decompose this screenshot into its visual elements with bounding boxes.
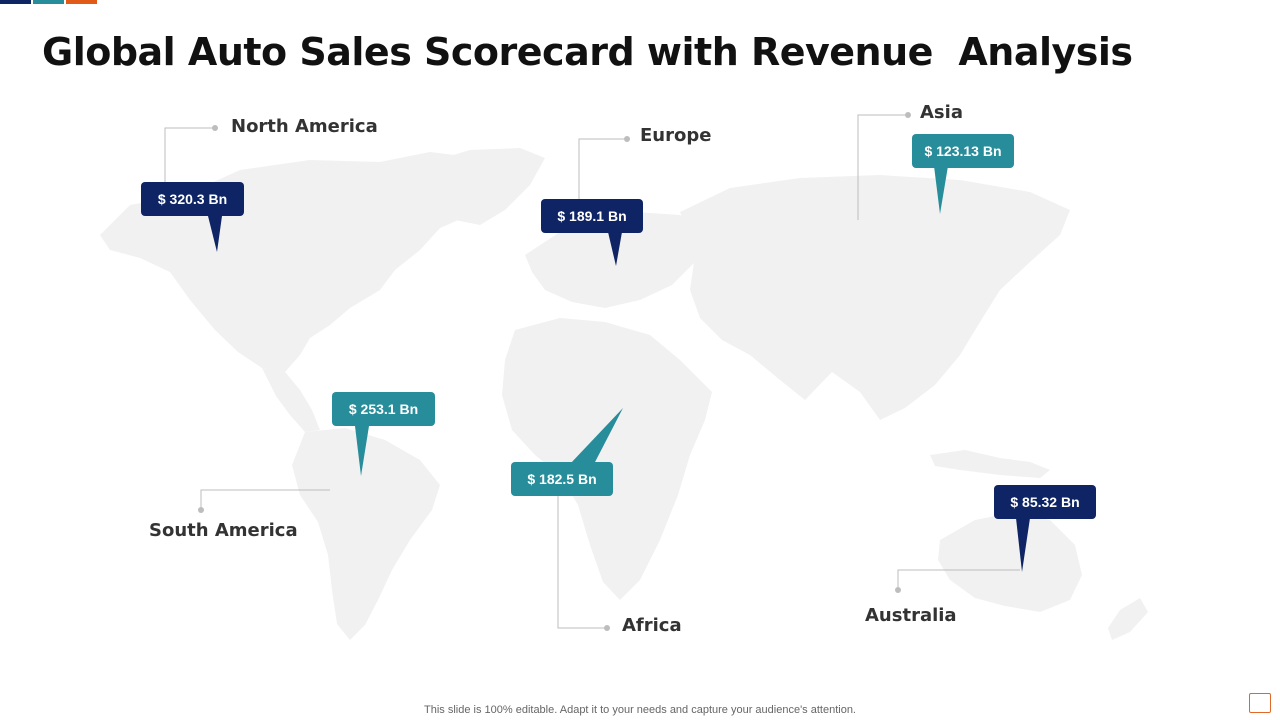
leader-lines	[164, 114, 1020, 629]
accent-bar-teal	[33, 0, 64, 4]
landmass-south-america	[292, 428, 440, 640]
landmass-greenland	[430, 148, 545, 225]
value-pin-europe: $ 189.1 Bn	[541, 199, 643, 233]
leader-dots	[198, 112, 911, 631]
leader-dot-north-america	[212, 125, 218, 131]
leader-dot-europe	[624, 136, 630, 142]
accent-bar-orange	[66, 0, 97, 4]
pin-tail-australia	[1016, 518, 1030, 572]
region-label-africa: Africa	[622, 615, 682, 636]
landmass-indonesia	[930, 450, 1050, 478]
landmass-asia	[680, 175, 1070, 420]
pin-tail-europe	[608, 232, 622, 266]
landmass-europe	[525, 212, 700, 308]
region-label-asia: Asia	[920, 102, 963, 123]
landmass-central-america	[262, 368, 320, 432]
value-pin-south-america: $ 253.1 Bn	[332, 392, 435, 426]
accent-bar-navy	[0, 0, 31, 4]
region-label-north-america: North America	[231, 116, 378, 137]
leader-line-europe	[578, 138, 627, 200]
footer-note: This slide is 100% editable. Adapt it to…	[424, 704, 856, 716]
pin-tail-africa	[570, 408, 623, 464]
leader-dot-south-america	[198, 507, 204, 513]
value-pin-africa: $ 182.5 Bn	[511, 462, 613, 496]
leader-dot-africa	[604, 625, 610, 631]
landmass-australia	[938, 512, 1082, 612]
value-pin-australia: $ 85.32 Bn	[994, 485, 1096, 519]
pin-tail-south-america	[355, 426, 369, 476]
pin-tail-north-america	[208, 216, 222, 252]
landmass-new-zealand	[1108, 598, 1148, 640]
continents	[100, 148, 1148, 640]
region-label-australia: Australia	[865, 605, 957, 626]
region-label-south-america: South America	[149, 520, 298, 541]
leader-line-south-america	[200, 489, 330, 510]
leader-line-asia	[857, 114, 908, 220]
landmass-africa	[502, 318, 712, 600]
leader-line-australia	[897, 569, 1020, 590]
pin-tails	[208, 166, 1030, 572]
value-pin-asia: $ 123.13 Bn	[912, 134, 1014, 168]
region-label-europe: Europe	[640, 125, 712, 146]
page-title: Global Auto Sales Scorecard with Revenue…	[42, 30, 1133, 74]
leader-line-africa	[557, 494, 607, 629]
leader-dot-asia	[905, 112, 911, 118]
leader-line-north-america	[164, 127, 215, 185]
leader-dot-australia	[895, 587, 901, 593]
value-pin-north-america: $ 320.3 Bn	[141, 182, 244, 216]
pin-tail-asia	[934, 166, 948, 214]
slide-corner-box	[1249, 693, 1271, 713]
